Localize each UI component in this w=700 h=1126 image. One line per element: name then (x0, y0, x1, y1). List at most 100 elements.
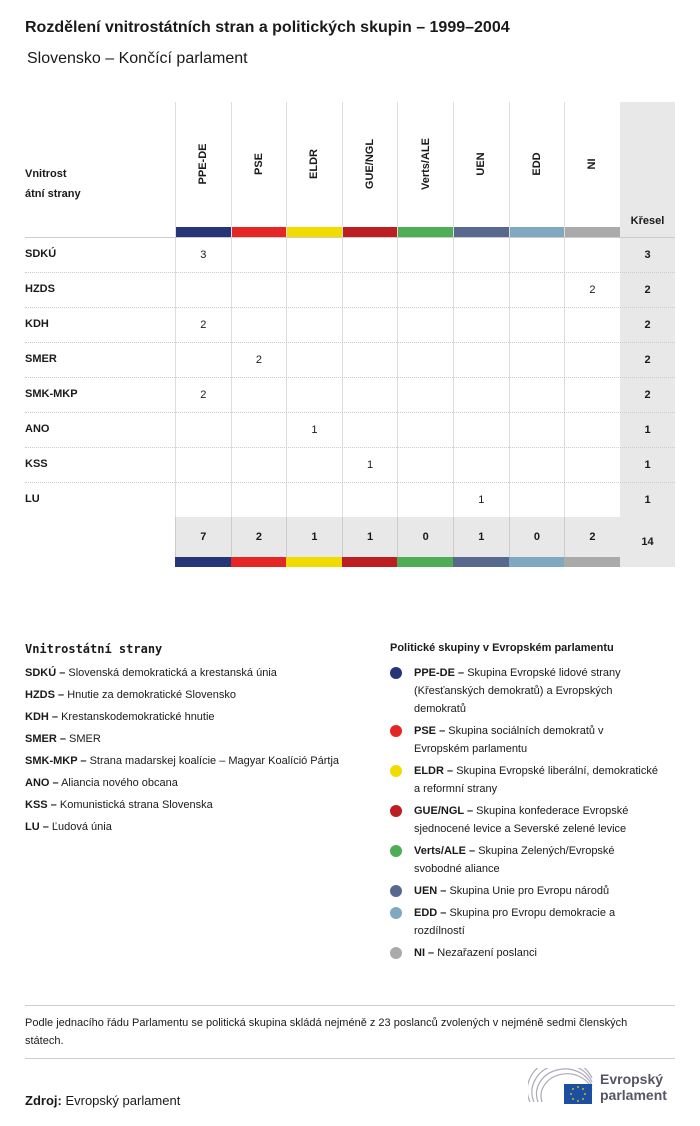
party-abbr: SMER – (25, 733, 66, 745)
party-full-name: SMER (69, 733, 101, 745)
group-color-bar (175, 557, 231, 567)
seat-cell (508, 448, 565, 483)
group-abbr: PPE-DE – (414, 667, 465, 679)
group-abbr: GUE/NGL – (414, 805, 474, 817)
row-total: 2 (620, 273, 675, 308)
group-code: NI (586, 158, 599, 170)
group-color-dot-icon (390, 947, 402, 959)
party-abbr: ANO – (25, 777, 59, 789)
divider (25, 1058, 675, 1059)
seat-cell (564, 413, 620, 448)
seat-cell (286, 238, 342, 273)
group-color-bar (565, 227, 620, 237)
seat-cell (508, 343, 565, 378)
seat-cell (341, 343, 398, 378)
party-name: SDKÚ (25, 248, 57, 260)
group-color-bar (341, 557, 398, 567)
party-legend-item: HZDS – Hnutie za demokratické Slovensko (25, 689, 339, 711)
seat-cell (230, 273, 287, 308)
seat-cell (508, 483, 565, 518)
group-column-header: EDD (508, 102, 565, 237)
table-row: HZDS 2 2 (25, 272, 675, 308)
group-full-name: Nezařazení poslanci (437, 947, 537, 959)
party-name: SMER (25, 353, 57, 365)
group-color-bar (564, 557, 620, 567)
party-legend-item: SDKÚ – Slovenská demokratická a krestans… (25, 667, 339, 689)
group-legend-item: Verts/ALE – Skupina Zelených/Evropské sv… (390, 842, 660, 878)
seat-cell: 2 (175, 378, 231, 413)
group-color-dot-icon (390, 845, 402, 857)
group-full-name: Skupina sociálních demokratů v Evropském… (414, 725, 604, 755)
group-abbr: EDD – (414, 907, 447, 919)
row-total: 1 (620, 413, 675, 448)
seat-cell: 2 (564, 273, 620, 308)
group-abbr: UEN – (414, 885, 447, 897)
seat-cell (564, 308, 620, 343)
group-legend-item: PPE-DE – Skupina Evropské lidové strany … (390, 664, 660, 718)
seat-cell (564, 238, 620, 273)
group-legend-item: ELDR – Skupina Evropské liberální, demok… (390, 762, 660, 798)
seat-cell (341, 378, 398, 413)
group-color-bar (342, 227, 398, 237)
seat-cell (341, 308, 398, 343)
totals-row: 7 2 1 1 0 1 0 2 14 (175, 517, 675, 567)
row-total: 2 (620, 378, 675, 413)
party-legend-item: KSS – Komunistická strana Slovenska (25, 799, 339, 821)
group-full-name: Skupina Unie pro Evropu národů (449, 885, 610, 897)
group-full-name: Skupina Evropské lidové strany (Křesťans… (414, 667, 621, 715)
group-color-bar (230, 557, 287, 567)
group-color-dot-icon (390, 667, 402, 679)
seat-cell (564, 483, 620, 518)
seat-cell (341, 413, 398, 448)
group-color-bar (231, 227, 287, 237)
seat-cell (564, 343, 620, 378)
row-total: 1 (620, 448, 675, 483)
group-code: PSE (252, 152, 265, 176)
party-full-name: Komunistická strana Slovenska (59, 799, 213, 811)
party-full-name: Slovenská demokratická a krestanská únia (68, 667, 277, 679)
party-name: SMK-MKP (25, 388, 78, 400)
group-color-bar (453, 557, 509, 567)
seat-cell (397, 413, 453, 448)
group-column-header: PPE-DE (175, 102, 231, 237)
group-code: PPE-DE (197, 143, 210, 185)
source: Zdroj: Evropský parlament (25, 1093, 180, 1108)
page-title: Rozdělení vnitrostátních stran a politic… (25, 19, 510, 36)
seat-cell (230, 238, 287, 273)
seat-cell (397, 343, 453, 378)
group-color-bar (398, 227, 453, 237)
party-full-name: Krestanskodemokratické hnutie (61, 711, 215, 723)
seat-cell (230, 413, 287, 448)
group-total: 1 (453, 517, 509, 557)
national-parties-legend: Vnitrostátní strany SDKÚ – Slovenská dem… (25, 642, 339, 843)
group-abbr: Verts/ALE – (414, 845, 476, 857)
seat-cell (230, 483, 287, 518)
seat-cell (341, 483, 398, 518)
group-legend-item: UEN – Skupina Unie pro Evropu národů (390, 882, 660, 900)
european-parliament-logo: Evropský parlament (526, 1058, 678, 1106)
table-row: LU 1 1 (25, 482, 675, 518)
seat-cell: 2 (230, 343, 287, 378)
party-abbr: HZDS – (25, 689, 65, 701)
group-color-bar (287, 227, 342, 237)
group-code: Verts/ALE (419, 138, 432, 190)
seat-cell (453, 238, 509, 273)
seat-cell (453, 343, 509, 378)
party-legend-item: ANO – Aliancia nového obcana (25, 777, 339, 799)
seat-cell (508, 378, 565, 413)
group-column-header: NI (564, 102, 620, 237)
group-code: UEN (475, 152, 488, 176)
group-column-header: Verts/ALE (397, 102, 453, 237)
seat-cell (341, 238, 398, 273)
table-row: KSS 1 1 (25, 447, 675, 483)
divider (25, 1005, 675, 1006)
group-color-dot-icon (390, 765, 402, 777)
party-legend-item: SMK-MKP – Strana madarskej koalície – Ma… (25, 755, 339, 777)
group-full-name: Skupina konfederace Evropské sjednocené … (414, 805, 629, 835)
seat-cell (564, 448, 620, 483)
party-abbr: SMK-MKP – (25, 755, 87, 767)
group-color-dot-icon (390, 885, 402, 897)
group-total: 2 (230, 517, 287, 557)
group-full-name: Skupina Evropské liberální, demokratické… (414, 765, 658, 795)
